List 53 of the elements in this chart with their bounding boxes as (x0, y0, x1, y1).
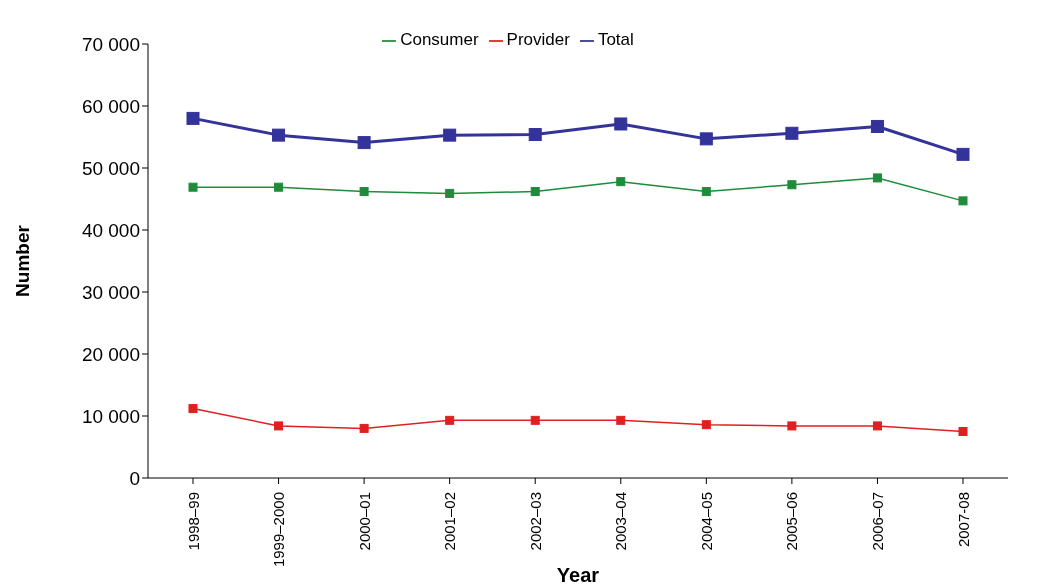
x-tick-label: 2002–03 (526, 492, 544, 551)
y-tick-label: 10 000 (81, 405, 140, 427)
x-tick-label: 2004–05 (697, 492, 715, 551)
point (359, 423, 369, 433)
point (186, 111, 200, 125)
point (530, 415, 540, 425)
y-tick-label: 70 000 (81, 33, 140, 55)
point (274, 421, 284, 431)
point (359, 187, 369, 197)
x-tick-label: 2006–07 (868, 492, 886, 551)
x-tick-label: 2001–02 (441, 492, 459, 551)
point (785, 126, 799, 140)
x-tick-label: 2005–06 (783, 492, 801, 551)
point (528, 128, 542, 142)
legend-label: Total (597, 30, 634, 49)
legend-label: Provider (506, 30, 570, 49)
point (701, 187, 711, 197)
point (274, 182, 284, 192)
point (872, 421, 882, 431)
x-tick-label: 2003–04 (612, 492, 630, 551)
point (188, 404, 198, 414)
point (787, 421, 797, 431)
y-axis-title: Number (11, 224, 33, 297)
x-tick-label: 2000–01 (355, 492, 373, 551)
point (872, 173, 882, 183)
point (616, 415, 626, 425)
x-tick-label: 1998–99 (184, 492, 202, 551)
point (956, 147, 970, 161)
point (958, 196, 968, 206)
y-tick-label: 40 000 (81, 219, 140, 241)
point (701, 420, 711, 430)
y-tick-label: 50 000 (81, 157, 140, 179)
x-tick-label: 2007-08 (954, 492, 972, 548)
point (188, 182, 198, 192)
y-tick-label: 0 (129, 467, 140, 489)
point (614, 117, 628, 131)
point (616, 177, 626, 187)
point (530, 187, 540, 197)
point (443, 128, 457, 142)
point (357, 136, 371, 150)
y-tick-label: 60 000 (81, 95, 140, 117)
point (445, 188, 455, 198)
y-tick-label: 20 000 (81, 343, 140, 365)
point (445, 415, 455, 425)
legend-label: Consumer (400, 30, 479, 49)
point (958, 427, 968, 436)
point (699, 132, 713, 146)
y-tick-label: 30 000 (81, 281, 140, 303)
point (272, 128, 286, 142)
point (870, 119, 884, 133)
point (787, 180, 797, 190)
x-tick-label: 1999–2000 (270, 492, 288, 568)
x-axis-title: Year (556, 564, 600, 586)
